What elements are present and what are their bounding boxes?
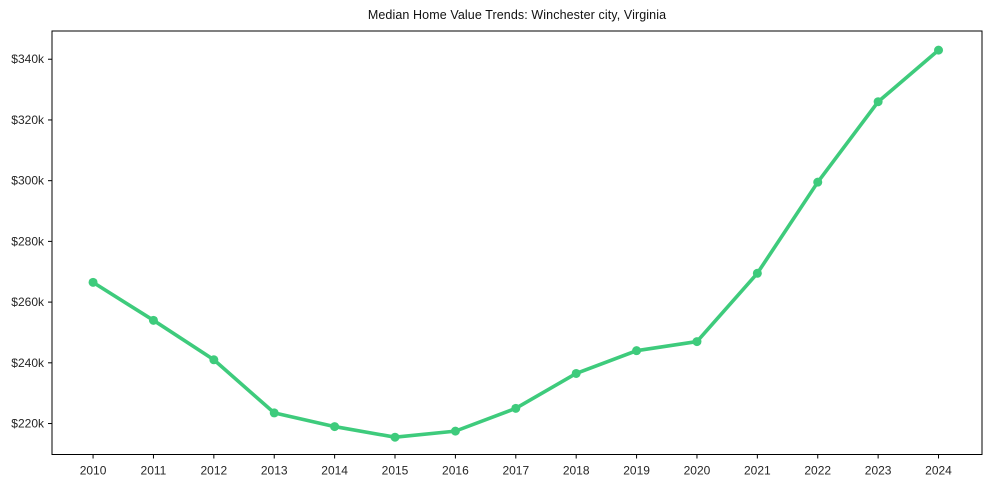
y-tick-label: $220k (11, 417, 45, 431)
x-tick-label: 2017 (502, 464, 529, 478)
data-point (934, 45, 944, 55)
x-tick-label: 2020 (684, 464, 711, 478)
data-point (88, 277, 98, 287)
data-point (692, 337, 702, 347)
data-line (91, 48, 941, 439)
data-point (752, 268, 762, 278)
x-tick-label: 2019 (623, 464, 650, 478)
data-point (269, 408, 279, 418)
x-tick-label: 2024 (925, 464, 952, 478)
data-point (813, 177, 823, 187)
data-point (632, 346, 642, 356)
x-tick-label: 2022 (804, 464, 831, 478)
x-tick-label: 2010 (80, 464, 107, 478)
x-tick-label: 2018 (563, 464, 590, 478)
plot-frame (51, 30, 983, 455)
x-tick-label: 2023 (865, 464, 892, 478)
x-tick-label: 2012 (200, 464, 227, 478)
x-tick-label: 2016 (442, 464, 469, 478)
x-tick-label: 2014 (321, 464, 348, 478)
x-tick-label: 2011 (141, 464, 167, 478)
y-tick-label: $280k (11, 234, 45, 248)
x-tick-label: 2021 (744, 464, 771, 478)
data-point (450, 426, 460, 436)
y-tick-label: $320k (11, 113, 45, 127)
data-point (873, 97, 883, 107)
data-point (571, 368, 581, 378)
data-point (511, 403, 521, 413)
data-point (209, 355, 219, 365)
data-point (390, 432, 400, 442)
data-point (148, 315, 158, 325)
y-tick-label: $340k (11, 52, 45, 66)
data-point (330, 422, 340, 432)
x-tick-label: 2015 (382, 464, 409, 478)
y-tick-label: $300k (11, 174, 45, 188)
y-tick-label: $240k (11, 356, 45, 370)
y-tick-label: $260k (11, 295, 45, 309)
chart-title: Median Home Value Trends: Winchester cit… (367, 8, 667, 22)
x-tick-label: 2013 (261, 464, 288, 478)
